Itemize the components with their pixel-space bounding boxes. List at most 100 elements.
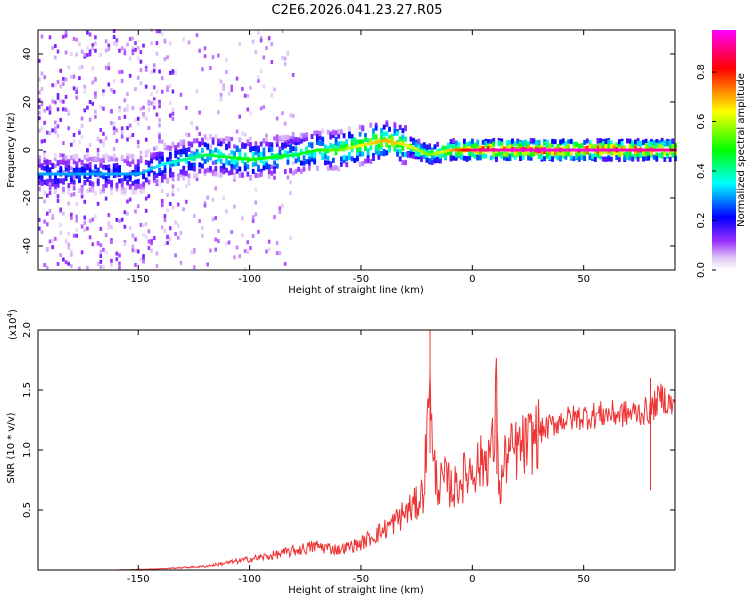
spectrogram-cell (72, 86, 76, 91)
spectrogram-cell (262, 156, 266, 160)
spectrogram-cell (78, 128, 81, 133)
spectrogram-cell (569, 154, 573, 160)
spectrogram-cell (361, 161, 365, 167)
spectrogram-cell (67, 190, 71, 196)
spectrogram-cell (615, 150, 619, 156)
spectrogram-cell (385, 131, 389, 137)
spectrogram-cell (267, 174, 271, 180)
spectrogram-cell (401, 160, 405, 166)
spectrogram-cell (94, 156, 97, 162)
spectrogram-cell (382, 149, 386, 155)
spectrogram-cell (222, 86, 226, 91)
spectrogram-cell (425, 157, 429, 163)
spectrogram-cell (452, 148, 456, 152)
spectrogram-cell (166, 145, 170, 151)
spectrogram-cell (147, 107, 151, 112)
spectrogram-cell (72, 179, 76, 185)
spectrogram-cell (652, 140, 656, 146)
spectrogram-cell (75, 37, 79, 42)
spectrogram-cell (420, 146, 423, 152)
spectrogram-cell (551, 150, 554, 156)
spectrogram-cell (281, 135, 285, 141)
spectrogram-cell (126, 104, 129, 109)
spectrogram-cell (497, 151, 501, 157)
spectrogram-cell (107, 43, 111, 48)
spectrogram-cell (270, 59, 274, 64)
spectrogram-cell (139, 68, 143, 73)
spectrogram-cell (40, 34, 44, 39)
spectrogram-cell (668, 150, 672, 156)
spectrogram-cell (374, 140, 378, 144)
spectrogram-cell (112, 126, 116, 131)
spectrogram-cell (144, 221, 148, 226)
spectrogram-cell (307, 154, 311, 160)
spectrogram-cell (313, 151, 317, 157)
spectrogram-cell (265, 45, 268, 50)
spectrogram-cell (417, 138, 421, 144)
spectrogram-cell (80, 172, 84, 176)
spectrogram-cell (201, 147, 204, 153)
spectrogram-cell (203, 46, 207, 51)
spectrogram-cell (393, 142, 397, 148)
spectrogram-cell (334, 130, 338, 136)
spectrogram-cell (70, 216, 73, 221)
spectrogram-cell (176, 187, 180, 192)
spectrogram-cell (332, 165, 335, 171)
spectrogram-cell (83, 215, 87, 220)
spectrogram-cell (94, 214, 97, 219)
spectrogram-cell (353, 157, 357, 163)
spectrogram-cell (289, 236, 292, 241)
spectrogram-cell (214, 154, 218, 158)
spectrogram-cell (516, 148, 520, 152)
spectrogram-cell (430, 160, 434, 166)
spectrogram-cell (147, 194, 151, 199)
spectrogram-cell (72, 167, 76, 173)
spectrogram-cell (265, 137, 268, 143)
spectrogram-cell (78, 174, 81, 180)
spectrogram-cell (655, 148, 659, 152)
spectrogram-cell (225, 58, 228, 63)
y-tick-label: 2.0 (22, 322, 33, 338)
spectrogram-cell (187, 161, 191, 167)
spectrogram-cell (524, 148, 528, 152)
spectrogram-cell (96, 261, 100, 266)
spectrogram-cell (128, 161, 132, 166)
spectrogram-cell (59, 172, 63, 176)
spectrogram-cell (176, 202, 180, 207)
spectrogram-cell (551, 142, 554, 148)
spectrogram-cell (86, 163, 89, 169)
spectrogram-cell (174, 231, 177, 236)
spectrogram-cell (470, 142, 474, 148)
spectrogram-cell (139, 257, 143, 262)
spectrogram-cell (265, 249, 268, 254)
spectrogram-cell (75, 233, 79, 238)
spectrogram-cell (142, 105, 145, 110)
spectrogram-cell (102, 172, 105, 176)
spectrogram-cell (644, 138, 648, 144)
spectrogram-cell (131, 51, 135, 56)
spectrogram-cell (158, 160, 162, 166)
spectrogram-cell (575, 142, 579, 148)
spectrogram-cell (201, 140, 204, 146)
spectrogram-cell (131, 36, 135, 41)
spectrogram-cell (193, 173, 196, 179)
spectrogram-cell (372, 134, 375, 140)
spectrogram-cell (46, 180, 49, 186)
spectrogram-cell (70, 142, 73, 147)
spectrogram-cell (225, 241, 228, 246)
spectrogram-cell (48, 239, 52, 244)
spectrogram-cell (270, 146, 274, 152)
spectrogram-cell (163, 39, 167, 44)
spectrogram-cell (235, 129, 239, 134)
spectrogram-cell (99, 105, 103, 110)
spectrogram-cell (134, 190, 137, 195)
spectrogram-cell (548, 142, 552, 148)
spectrogram-cell (593, 148, 597, 152)
x-tick-label: -150 (127, 274, 150, 285)
spectrogram-cell (187, 165, 191, 171)
spectrogram-cell (505, 140, 509, 146)
spectrogram-cell (211, 160, 215, 165)
spectrogram-cell (150, 101, 153, 106)
spectrogram-cell (310, 152, 314, 158)
spectrogram-cell (72, 185, 76, 191)
